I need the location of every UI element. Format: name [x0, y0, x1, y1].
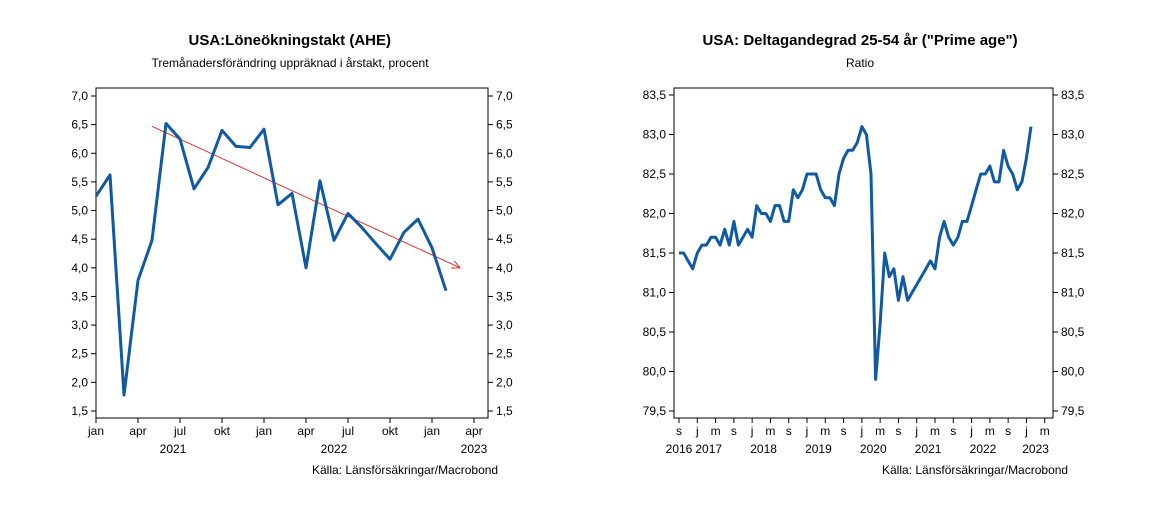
right-xtick-label: m	[875, 424, 885, 438]
right-xtick-label: j	[805, 424, 809, 438]
right-year-label: 2021	[915, 442, 942, 456]
right-ytick-label-right: 81,5	[1061, 246, 1085, 260]
right-ytick-label-right: 79,5	[1061, 404, 1085, 418]
right-xtick-label: m	[985, 424, 995, 438]
left-xtick-label: jan	[87, 424, 104, 438]
left-series-line	[94, 122, 448, 397]
right-year-label: 2020	[860, 442, 887, 456]
left-xtick-label: apr	[129, 424, 146, 438]
right-ytick-label-right: 83,5	[1061, 88, 1085, 102]
right-ytick-label-left: 82,5	[643, 167, 667, 181]
left-ytick-label-right: 5,5	[496, 175, 513, 189]
right-ytick-label-left: 83,0	[643, 128, 667, 142]
right-xtick-label: j	[860, 424, 864, 438]
left-ytick-label-right: 4,0	[496, 261, 513, 275]
right-xtick-label: s	[786, 424, 792, 438]
left-ytick-label-right: 4,5	[496, 232, 513, 246]
right-xtick-label: m	[820, 424, 830, 438]
left-ytick-label-left: 3,5	[71, 289, 88, 303]
right-year-label: 2022	[970, 442, 997, 456]
left-year-label: 2021	[160, 442, 187, 456]
right-ytick-label-left: 80,0	[643, 365, 667, 379]
right-ytick-label-left: 80,5	[643, 325, 667, 339]
right-chart-source: Källa: Länsförsäkringar/Macrobond	[882, 463, 1069, 477]
right-ytick-label-left: 81,5	[643, 246, 667, 260]
left-ytick-label-right: 1,5	[496, 404, 513, 418]
left-xtick-label: apr	[297, 424, 314, 438]
right-year-label: 2023	[1022, 442, 1049, 456]
left-ytick-label-left: 4,0	[71, 261, 88, 275]
right-ytick-label-left: 79,5	[643, 404, 667, 418]
left-plot-frame	[95, 87, 489, 419]
left-ytick-label-left: 6,0	[71, 146, 88, 160]
right-xtick-label: m	[930, 424, 940, 438]
left-ytick-label-left: 6,5	[71, 118, 88, 132]
left-ytick-label-right: 2,0	[496, 375, 513, 389]
right-plot-frame	[673, 87, 1054, 419]
right-year-label: 2017	[695, 442, 722, 456]
left-year-label: 2022	[321, 442, 348, 456]
right-xtick-label: j	[914, 424, 918, 438]
left-chart-title: USA:Löneökningstakt (AHE)	[188, 32, 392, 49]
right-xtick-label: s	[731, 424, 737, 438]
left-ytick-label-left: 2,5	[71, 347, 88, 361]
left-chart-subtitle: Tremånadersförändring uppräknad i årstak…	[151, 56, 429, 70]
right-year-label: 2016	[666, 442, 693, 456]
trend-arrowhead	[451, 260, 461, 269]
left-ytick-label-left: 5,5	[71, 175, 88, 189]
left-chart-source: Källa: Länsförsäkringar/Macrobond	[312, 463, 499, 477]
trend-line	[151, 125, 461, 269]
left-ytick-label-left: 1,5	[71, 404, 88, 418]
right-xtick-label: s	[1005, 424, 1011, 438]
left-ytick-label-right: 5,0	[496, 204, 513, 218]
right-ytick-label-right: 80,0	[1061, 365, 1085, 379]
left-ytick-label-left: 2,0	[71, 375, 88, 389]
right-xtick-label: m	[765, 424, 775, 438]
right-chart-subtitle: Ratio	[846, 56, 875, 70]
left-xtick-label: jan	[423, 424, 440, 438]
right-xtick-label: j	[969, 424, 973, 438]
right-xtick-label: j	[1024, 424, 1028, 438]
right-xtick-label: m	[711, 424, 721, 438]
right-ytick-label-left: 81,0	[643, 286, 667, 300]
right-year-label: 2018	[750, 442, 777, 456]
left-xtick-label: okt	[214, 424, 231, 438]
left-ytick-label-left: 4,5	[71, 232, 88, 246]
right-ytick-label-right: 81,0	[1061, 286, 1085, 300]
left-xtick-label: apr	[465, 424, 482, 438]
right-xtick-label: s	[676, 424, 682, 438]
right-ytick-label-left: 82,0	[643, 207, 667, 221]
left-ytick-label-left: 3,0	[71, 318, 88, 332]
left-ytick-label-right: 3,5	[496, 289, 513, 303]
right-xtick-label: s	[841, 424, 847, 438]
right-xtick-label: s	[895, 424, 901, 438]
left-ytick-label-right: 2,5	[496, 347, 513, 361]
right-xtick-label: m	[1040, 424, 1050, 438]
right-year-label: 2019	[805, 442, 832, 456]
left-xtick-label: jul	[341, 424, 354, 438]
right-series-line	[679, 125, 1033, 381]
right-xtick-label: s	[950, 424, 956, 438]
right-xtick-label: j	[695, 424, 699, 438]
right-ytick-label-right: 82,5	[1061, 167, 1085, 181]
left-ytick-label-right: 3,0	[496, 318, 513, 332]
left-ytick-label-right: 6,5	[496, 118, 513, 132]
right-ytick-label-left: 83,5	[643, 88, 667, 102]
right-ytick-label-right: 83,0	[1061, 128, 1085, 142]
left-year-label: 2023	[461, 442, 488, 456]
left-ytick-label-right: 6,0	[496, 146, 513, 160]
left-xtick-label: jul	[173, 424, 186, 438]
right-chart-title: USA: Deltagandegrad 25-54 år ("Prime age…	[702, 32, 1018, 49]
left-xtick-label: jan	[255, 424, 272, 438]
left-ytick-label-left: 7,0	[71, 89, 88, 103]
left-ytick-label-left: 5,0	[71, 204, 88, 218]
right-ytick-label-right: 82,0	[1061, 207, 1085, 221]
right-xtick-label: j	[750, 424, 754, 438]
left-xtick-label: okt	[382, 424, 399, 438]
right-ytick-label-right: 80,5	[1061, 325, 1085, 339]
left-ytick-label-right: 7,0	[496, 89, 513, 103]
